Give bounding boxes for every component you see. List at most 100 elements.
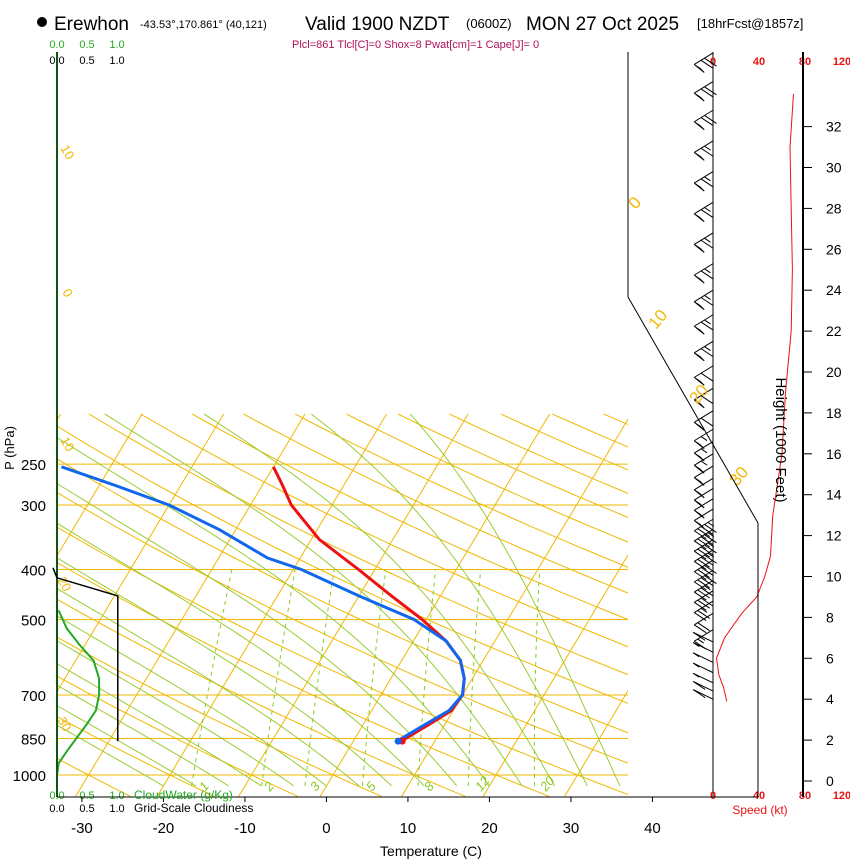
wind-barb-half-flag: [707, 521, 715, 527]
wind-barb-flag: [700, 348, 714, 358]
wind-barb-half-flag: [700, 436, 708, 441]
wind-barb-shaft: [692, 672, 714, 684]
height-tick-label: 20: [826, 364, 842, 380]
cloudwater-scale-bottom: 1.0: [109, 790, 124, 802]
height-tick-label: 2: [826, 732, 834, 748]
wind-barb-flag: [697, 569, 710, 578]
wind-barb-shaft: [693, 508, 714, 521]
temperature-tick-label: -20: [153, 820, 175, 837]
wind-barb-flag: [704, 534, 717, 544]
wind-barb-shaft: [693, 629, 714, 642]
moist-adiabat-line: [57, 482, 458, 787]
wind-barb-pennant: [693, 509, 705, 519]
mixing-ratio-label: 2: [260, 778, 277, 795]
wind-barb-shaft: [693, 428, 714, 442]
cloudwater-scale-top: 0.0: [49, 39, 64, 51]
valid-utc: (0600Z): [466, 16, 512, 31]
wind-barb-flag: [693, 560, 707, 570]
dry-adiabat-line: [57, 757, 131, 797]
wind-barb: [692, 652, 714, 663]
cloudiness-scale-bottom: 0.0: [49, 803, 64, 815]
wind-barb-flag: [693, 581, 707, 591]
wind-barb-shaft: [692, 662, 714, 674]
wind-barb-flag: [700, 395, 714, 405]
wind-barb-flag: [704, 115, 717, 124]
dry-adiabat-line: [57, 561, 550, 797]
wind-barb-flag: [693, 601, 707, 611]
wind-barb-shaft: [693, 365, 714, 378]
wind-barb-half-flag: [704, 346, 711, 351]
wind-barb-shaft: [693, 441, 714, 454]
wind-barb-pennant: [693, 213, 705, 223]
wind-barb-flag: [697, 622, 710, 632]
wind-barb-half-flag: [704, 268, 711, 274]
pressure-tick-label: 500: [21, 613, 46, 630]
wind-barb-half-flag: [707, 552, 715, 558]
wind-barb-half-flag: [704, 207, 711, 212]
wind-barb-flag: [700, 556, 714, 566]
wind-barb-pennant: [693, 151, 705, 161]
wind-barb-pennant: [693, 477, 705, 486]
height-tick-label: 28: [826, 200, 842, 216]
moist-adiabat-line: [409, 413, 621, 787]
wind-barb: [693, 428, 714, 450]
dry-adiabat-line: [603, 413, 628, 426]
wind-speed-line: [715, 93, 794, 702]
forecast-info: [18hrFcst@1857z]: [697, 16, 803, 31]
dry-adiabat-label: 10: [57, 142, 77, 162]
wind-barb: [692, 681, 714, 692]
wind-barb-pennant: [693, 244, 705, 253]
wind-barb-half-flag: [704, 295, 711, 300]
wind-barb: [693, 441, 714, 462]
wind-barb: [693, 171, 714, 192]
cloud-water-panel: 0.00.00.50.51.01.00.00.00.50.51.01.0: [49, 39, 124, 815]
wind-speed-tick-bottom: 0: [710, 790, 716, 802]
height-tick-label: 4: [826, 691, 834, 707]
wind-barb-flag: [693, 571, 707, 581]
wind-barb-flag: [700, 417, 714, 427]
height-tick-label: 18: [826, 405, 842, 421]
height-tick-label: 10: [826, 569, 842, 585]
isotherm-line: [482, 554, 628, 797]
wind-barb: [692, 631, 714, 643]
pressure-tick-label: 1000: [13, 768, 46, 785]
wind-barb-flag: [700, 147, 714, 157]
wind-barb-flag: [692, 631, 706, 641]
wind-barb: [693, 529, 717, 550]
wind-barb: [693, 559, 717, 581]
wind-barb-flag: [693, 624, 707, 634]
dry-adiabat-line: [57, 526, 628, 796]
moist-adiabat-line: [57, 436, 490, 787]
wind-barb: [693, 477, 714, 499]
height-tick-label: 14: [826, 487, 842, 503]
wind-barb: [693, 109, 717, 131]
wind-barb-shaft: [693, 569, 714, 583]
dry-adiabat-line: [294, 413, 628, 568]
cloudiness-label: Grid-Scale Cloudiness: [134, 801, 253, 815]
cloudwater-scale-top: 0.5: [79, 39, 94, 51]
location-dot: [37, 17, 47, 27]
wind-barb-flag: [700, 597, 714, 607]
mixing-ratio-label: 12: [472, 773, 493, 794]
wind-barb: [693, 629, 714, 650]
wind-barb-shaft: [693, 498, 714, 511]
moist-adiabat-line: [203, 413, 556, 787]
wind-barb-flag: [697, 548, 710, 558]
wind-barb-flag: [700, 372, 714, 382]
dry-adiabat-line: [57, 458, 628, 734]
wind-barb-shaft: [693, 518, 714, 532]
wind-barb: [693, 539, 717, 560]
wind-barb-flag: [700, 536, 714, 546]
moist-adiabat-line: [57, 615, 327, 787]
wind-barb-flag: [700, 178, 714, 188]
isotherm-line: [401, 418, 628, 797]
temperature-tick-label: -10: [234, 820, 256, 837]
dry-adiabat-line: [140, 413, 628, 648]
dry-adiabat-line: [57, 491, 628, 764]
wind-barb-pennant: [693, 376, 705, 386]
temperature-tick-label: 40: [644, 820, 661, 837]
wind-speed-tick-top: 0: [710, 56, 716, 68]
